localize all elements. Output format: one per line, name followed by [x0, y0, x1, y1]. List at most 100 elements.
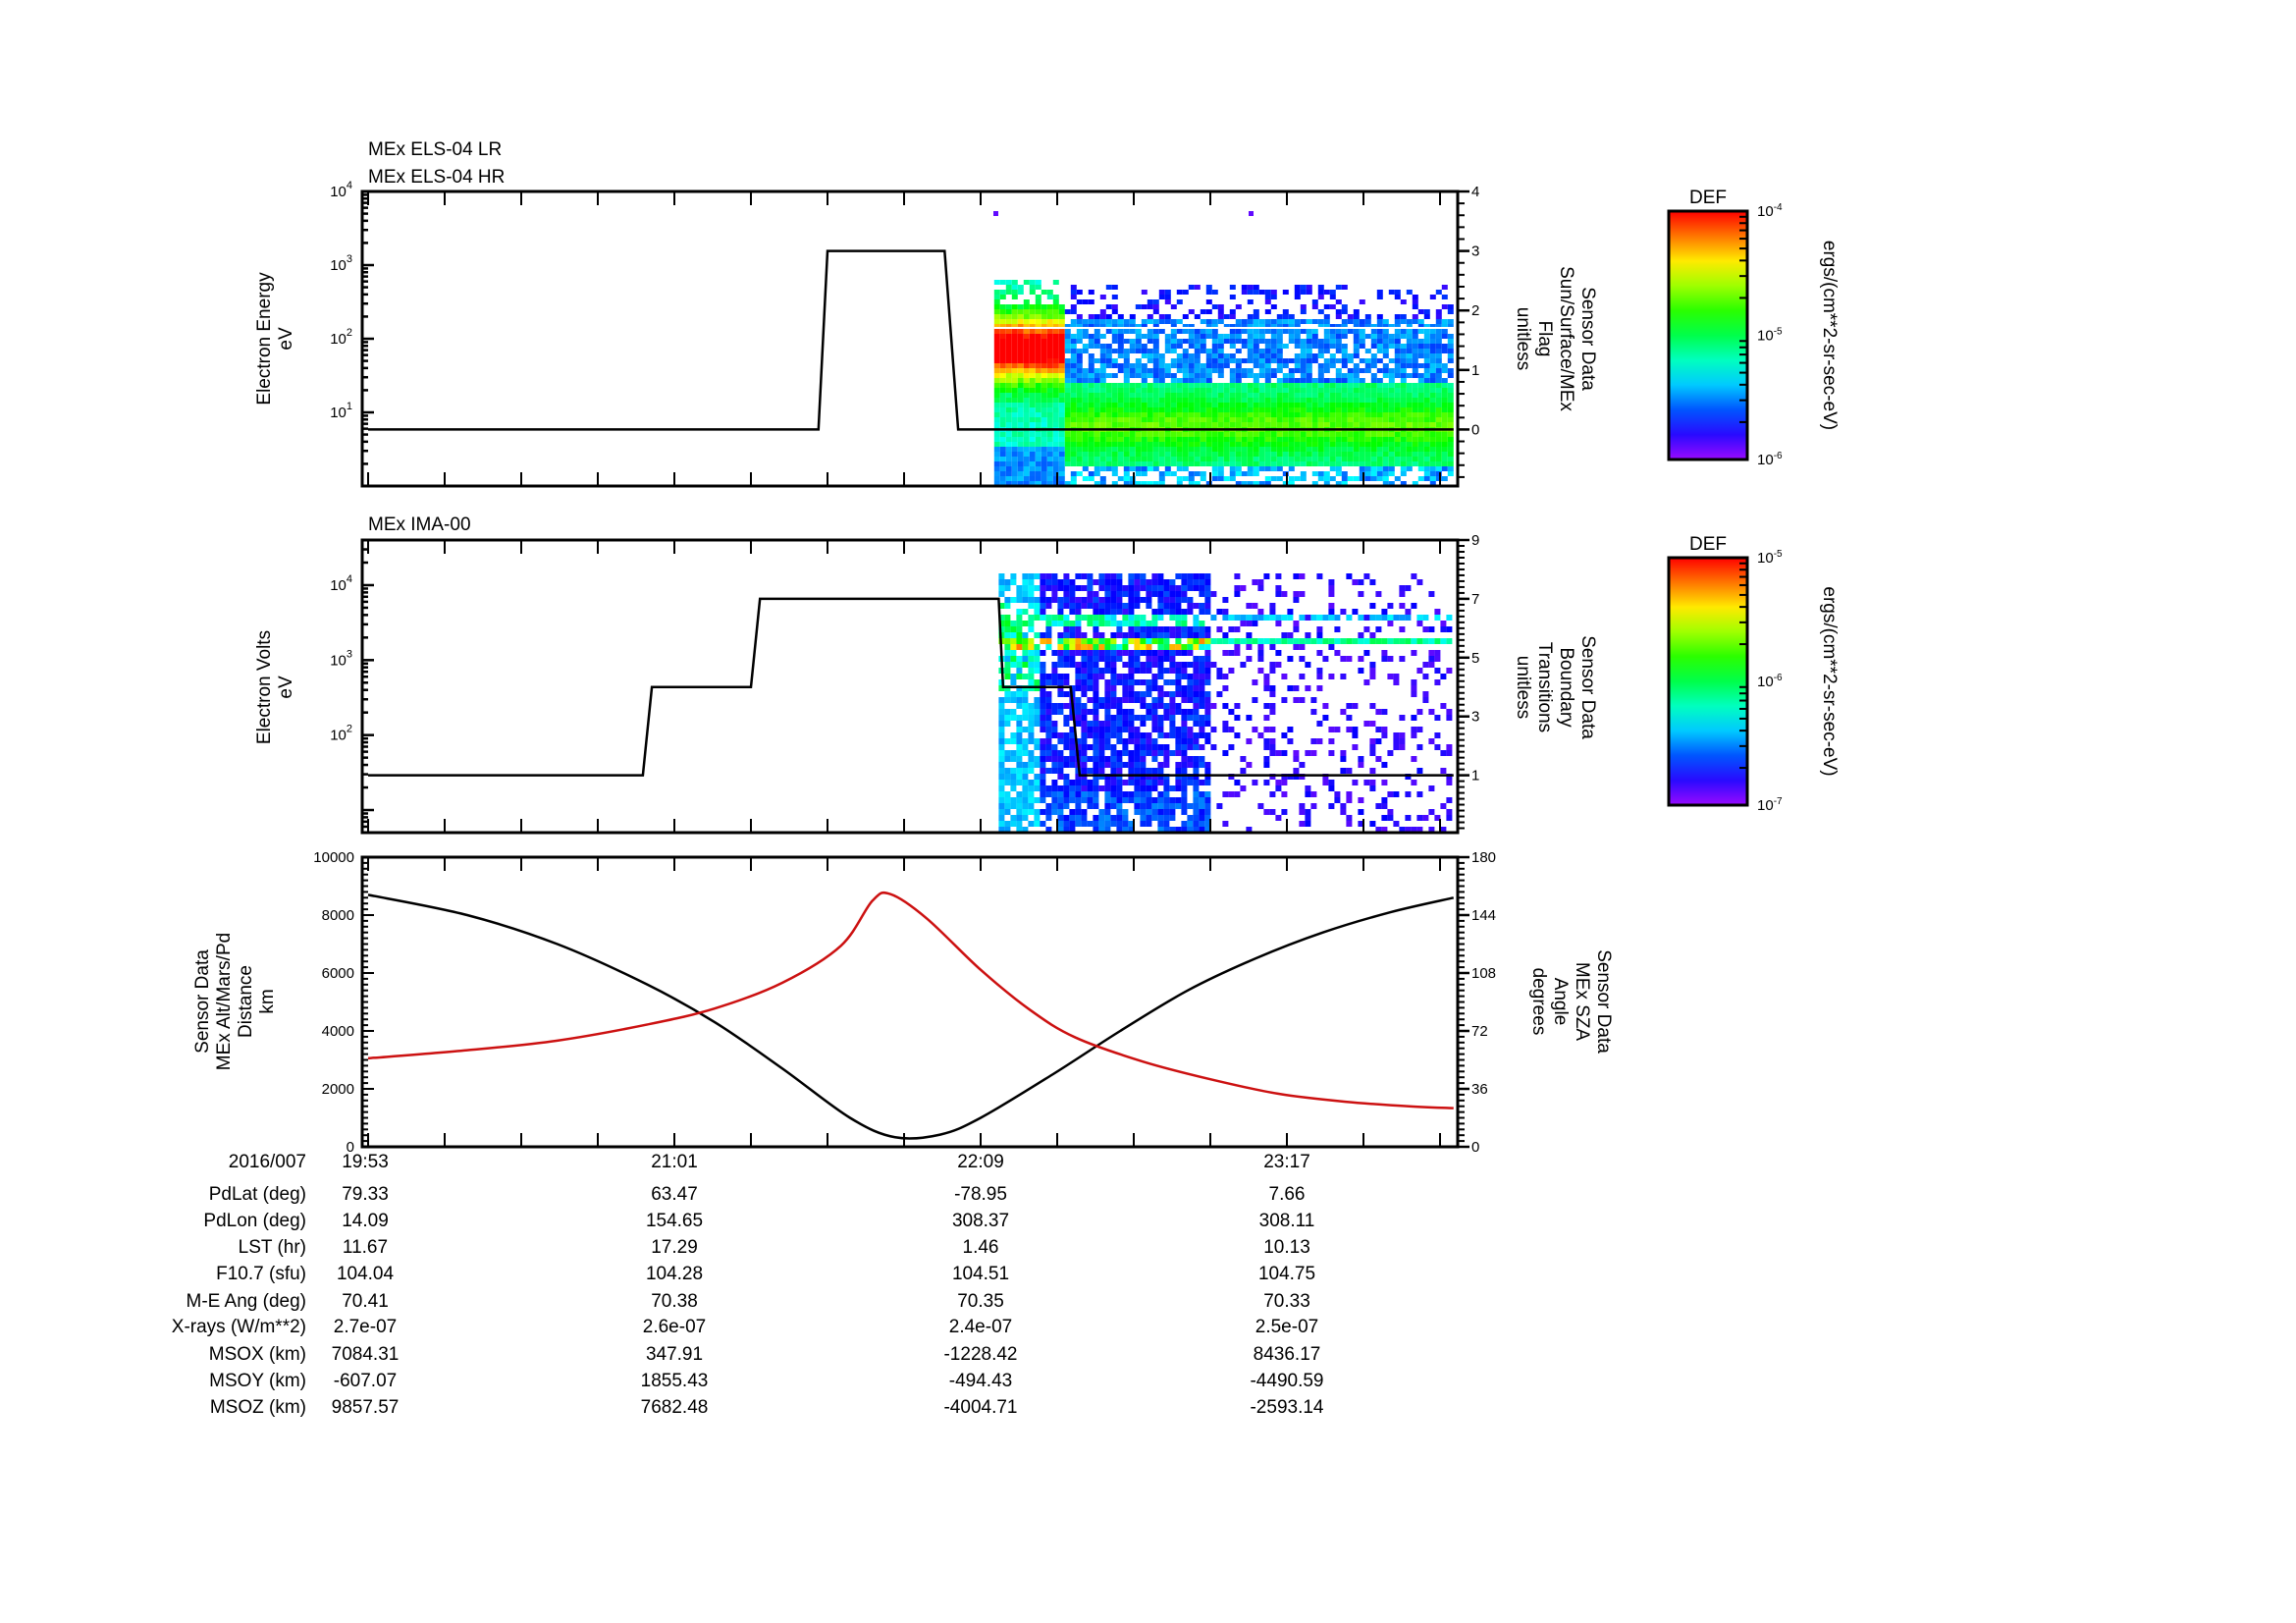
spectrogram-cell	[1146, 585, 1152, 591]
spectrogram-cell	[1017, 457, 1024, 461]
spectrogram-cell	[1035, 452, 1041, 457]
spectrogram-cell	[1135, 368, 1142, 373]
spectrogram-cell	[1435, 349, 1442, 353]
spectrogram-cell	[1276, 412, 1283, 417]
spectrogram-cell	[1163, 803, 1170, 809]
spectrogram-cell	[1347, 319, 1354, 324]
spectrogram-cell	[1128, 591, 1135, 597]
spectrogram-cell	[1300, 437, 1307, 442]
spectrogram-cell	[1376, 358, 1383, 363]
spectrogram-cell	[1128, 626, 1135, 632]
spectrogram-cell	[1051, 791, 1058, 797]
spectrogram-cell	[1052, 481, 1059, 486]
spectrogram-cell	[1070, 476, 1077, 481]
spectrogram-cell	[1175, 803, 1182, 809]
spectrogram-cell	[1241, 290, 1248, 295]
y-tick-base: 10	[330, 577, 347, 594]
spectrogram-cell	[1040, 603, 1046, 609]
spectrogram-cell	[1164, 344, 1171, 349]
spectrogram-cell	[1428, 785, 1435, 791]
spectrogram-cell	[1264, 481, 1271, 486]
spectrogram-cell	[1311, 378, 1318, 383]
spectrogram-cell	[1040, 750, 1046, 756]
spectrogram-cell	[1010, 674, 1017, 679]
spectrogram-cell	[1406, 353, 1413, 358]
spectrogram-cell	[1182, 403, 1189, 407]
spectrogram-cell	[1412, 393, 1418, 398]
spectrogram-cell	[1122, 727, 1129, 732]
spectrogram-cell	[1052, 295, 1059, 299]
spectrogram-cell	[1004, 626, 1011, 632]
spectrogram-cell	[1123, 378, 1130, 383]
spectrogram-cell	[1105, 422, 1112, 427]
spectrogram-cell	[1241, 403, 1248, 407]
spectrogram-cell	[1341, 363, 1348, 368]
spectrogram-cell	[1093, 591, 1099, 597]
spectrogram-cell	[1052, 299, 1059, 304]
spectrogram-cell	[1070, 452, 1077, 457]
spectrogram-cell	[1257, 585, 1264, 591]
spectrogram-cell	[1223, 358, 1230, 363]
spectrogram-cell	[1017, 368, 1024, 373]
spectrogram-cell	[1135, 466, 1142, 471]
spectrogram-cell	[1170, 324, 1177, 329]
spectrogram-cell	[1082, 349, 1089, 353]
spectrogram-cell	[1011, 466, 1018, 471]
spectrogram-cell	[1158, 290, 1165, 295]
spectrogram-cell	[1300, 393, 1307, 398]
spectrogram-cell	[1188, 432, 1195, 437]
spectrogram-cell	[998, 585, 1005, 591]
spectrogram-cell	[1294, 476, 1301, 481]
spectrogram-cell	[1157, 803, 1164, 809]
spectrogram-cell	[1293, 774, 1300, 780]
spectrogram-cell	[1276, 403, 1283, 407]
spectrogram-cell	[1093, 762, 1099, 768]
spectrogram-cell	[1005, 290, 1012, 295]
spectrogram-cell	[1241, 329, 1248, 334]
spectrogram-cell	[1300, 309, 1307, 314]
spectrogram-cell	[1347, 476, 1354, 481]
spectrogram-cell	[1057, 703, 1064, 709]
spectrogram-cell	[1335, 314, 1342, 319]
spectrogram-cell	[1200, 309, 1206, 314]
spectrogram-cell	[1222, 674, 1229, 679]
spectrogram-cell	[1116, 715, 1123, 721]
spectrogram-cell	[1282, 481, 1289, 486]
spectrogram-cell	[1282, 363, 1289, 368]
spectrogram-cell	[1011, 471, 1018, 476]
spectrogram-cell	[1017, 378, 1024, 383]
spectrogram-cell	[1235, 334, 1242, 339]
spectrogram-cell	[1429, 452, 1436, 457]
spectrogram-cell	[1005, 383, 1012, 388]
spectrogram-cell	[1306, 432, 1312, 437]
spectrogram-cell	[1016, 703, 1023, 709]
spectrogram-cell	[1016, 638, 1023, 644]
spectrogram-cell	[1406, 334, 1413, 339]
spectrogram-cell	[1300, 349, 1307, 353]
spectrogram-cell	[1010, 626, 1017, 632]
spectrogram-cell	[1294, 457, 1301, 461]
spectrogram-cell	[1412, 363, 1418, 368]
spectrogram-cell	[1299, 697, 1306, 703]
spectrogram-cell	[1070, 358, 1077, 363]
spectrogram-cell	[1045, 615, 1052, 621]
spectrogram-cell	[1294, 344, 1301, 349]
spectrogram-cell	[1263, 727, 1270, 732]
spectrogram-cell	[1094, 461, 1100, 466]
y2-tick-label: 180	[1471, 849, 1496, 866]
spectrogram-cell	[1249, 211, 1254, 216]
spectrogram-cell	[1135, 304, 1142, 309]
spectrogram-cell	[1082, 368, 1089, 373]
spectrogram-cell	[1364, 319, 1371, 324]
spectrogram-cell	[1111, 432, 1118, 437]
spectrogram-cell	[1382, 363, 1389, 368]
spectrogram-cell	[1258, 363, 1265, 368]
spectrogram-cell	[1246, 632, 1253, 638]
spectrogram-cell	[1041, 437, 1047, 442]
spectrogram-cell	[1411, 780, 1417, 785]
spectrogram-cell	[1423, 447, 1430, 452]
spectrogram-cell	[1270, 373, 1277, 378]
spectrogram-cell	[1181, 803, 1188, 809]
spectrogram-cell	[1200, 452, 1206, 457]
spectrogram-cell	[1034, 709, 1041, 715]
